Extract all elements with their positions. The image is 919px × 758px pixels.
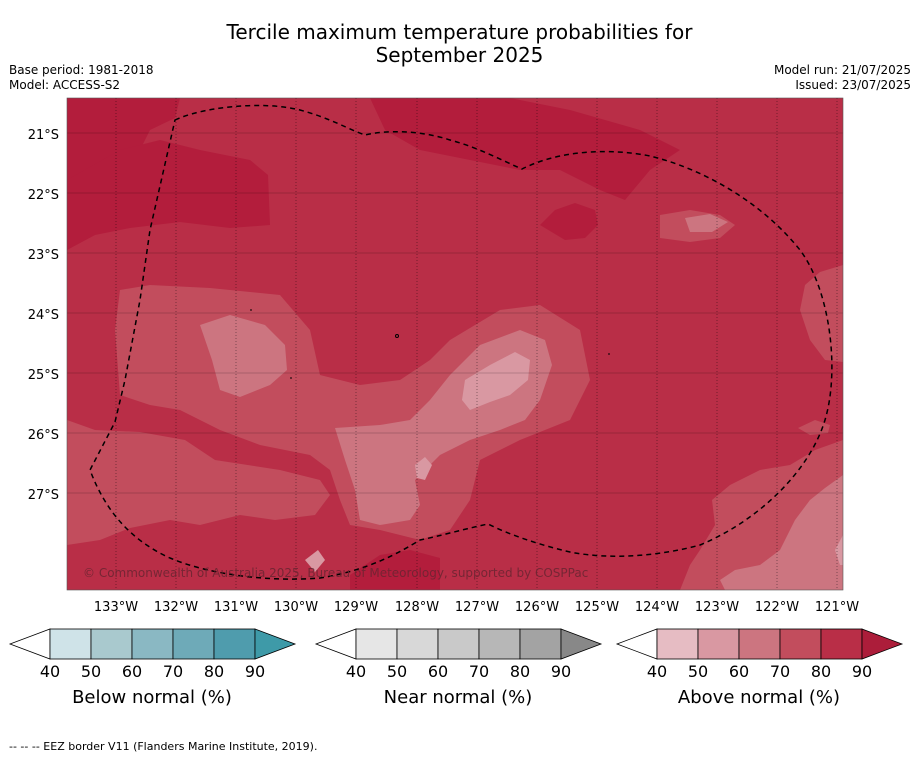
colorbar-segment — [90, 628, 133, 660]
eez-border — [89, 104, 833, 580]
lon-label: 131°W — [214, 600, 258, 615]
region-70-smalleast — [798, 420, 830, 435]
lat-label: 21°S — [28, 128, 59, 143]
region-90-top — [370, 98, 680, 200]
colorbar-segment — [738, 628, 781, 660]
colorbar-near-normal: 40 50 60 70 80 90 — [314, 628, 603, 681]
map-title-line-1: Tercile maximum temperature probabilitie… — [226, 20, 693, 44]
region-90-south — [350, 550, 440, 590]
model-run-text: Model run: 21/07/2025 — [773, 63, 911, 77]
colorbar-below-normal: 40 50 60 70 80 90 — [8, 628, 297, 681]
colorbar-tick-label: 80 — [204, 662, 224, 681]
lat-label: 22°S — [28, 188, 59, 203]
eez-footnote: -- -- -- EEZ border V11 (Flanders Marine… — [9, 740, 318, 753]
map-title-line-2: September 2025 — [375, 43, 544, 67]
colorbar-tick-label: 80 — [811, 662, 831, 681]
colorbar-extend-low — [8, 628, 51, 660]
probability-field: © Commonwealth of Australia 2025, Bureau… — [67, 98, 843, 590]
colorbar-tick-label: 90 — [245, 662, 265, 681]
colorbar-segment — [779, 628, 822, 660]
latitude-labels: 21°S 22°S 23°S 24°S 25°S 26°S 27°S — [28, 128, 59, 503]
region-70-west — [67, 420, 330, 545]
colorbar-extend-low — [615, 628, 658, 660]
lon-label: 128°W — [395, 600, 439, 615]
lon-label: 126°W — [515, 600, 559, 615]
colorbar-extend-high — [254, 628, 297, 660]
longitude-labels: 133°W 132°W 131°W 130°W 129°W 128°W 127°… — [94, 600, 859, 615]
colorbar-tick-label: 90 — [551, 662, 571, 681]
colorbar-segment — [131, 628, 174, 660]
colorbar-segment — [820, 628, 863, 660]
colorbar-title-below: Below normal (%) — [72, 687, 232, 708]
lon-label: 130°W — [274, 600, 318, 615]
colorbar-extend-low — [314, 628, 357, 660]
colorbar-tick-label: 40 — [647, 662, 667, 681]
colorbar-tick-label: 80 — [510, 662, 530, 681]
region-60-southeast — [720, 475, 843, 590]
base-period-text: Base period: 1981-2018 — [9, 63, 154, 77]
lat-label: 24°S — [28, 308, 59, 323]
region-50-south — [305, 550, 325, 572]
colorbar-segment — [396, 628, 439, 660]
graticule — [67, 98, 843, 590]
colorbar-title-above: Above normal (%) — [678, 687, 840, 708]
lon-label: 124°W — [635, 600, 679, 615]
colorbar-tick-label: 40 — [40, 662, 60, 681]
meta-left: Base period: 1981-2018 Model: ACCESS-S2 — [9, 63, 154, 93]
colorbar-extend-high — [861, 628, 904, 660]
lon-label: 123°W — [695, 600, 739, 615]
colorbar-tick-label: 40 — [346, 662, 366, 681]
model-text: Model: ACCESS-S2 — [9, 78, 121, 92]
lon-label: 133°W — [94, 600, 138, 615]
colorbar-tick-label: 70 — [163, 662, 183, 681]
copyright-text: © Commonwealth of Australia 2025, Bureau… — [83, 566, 588, 580]
lon-label: 129°W — [334, 600, 378, 615]
lon-label: 125°W — [575, 600, 619, 615]
colorbar-tick-label: 60 — [729, 662, 749, 681]
colorbar-tick-label: 50 — [688, 662, 708, 681]
colorbar-tick-label: 90 — [852, 662, 872, 681]
meta-right: Model run: 21/07/2025 Issued: 23/07/2025 — [774, 63, 911, 93]
region-90-blob — [540, 203, 598, 240]
lon-label: 122°W — [755, 600, 799, 615]
colorbar-segment — [519, 628, 562, 660]
lat-label: 23°S — [28, 248, 59, 263]
map-frame — [66, 97, 844, 591]
colorbar-segment — [697, 628, 740, 660]
colorbar-segment — [213, 628, 256, 660]
colorbar-tick-label: 50 — [81, 662, 101, 681]
colorbar-tick-label: 60 — [122, 662, 142, 681]
island-markers — [250, 309, 610, 379]
region-50-small — [415, 457, 432, 480]
lat-label: 26°S — [28, 428, 59, 443]
region-90-northwest — [67, 140, 270, 250]
colorbar-segment — [437, 628, 480, 660]
colorbar-segment — [172, 628, 215, 660]
region-70-east — [800, 265, 843, 362]
colorbar-tick-label: 70 — [770, 662, 790, 681]
lon-label: 132°W — [154, 600, 198, 615]
lat-label: 25°S — [28, 368, 59, 383]
colorbar-above-normal: 40 50 60 70 80 90 — [615, 628, 904, 681]
colorbar-segment — [656, 628, 699, 660]
colorbar-segment — [355, 628, 398, 660]
lon-label: 121°W — [815, 600, 859, 615]
lat-label: 27°S — [28, 488, 59, 503]
colorbar-title-near: Near normal (%) — [384, 687, 533, 708]
colorbar-tick-label: 50 — [387, 662, 407, 681]
colorbar-tick-label: 70 — [469, 662, 489, 681]
region-60-west — [200, 315, 287, 397]
colorbar-segment — [49, 628, 92, 660]
colorbar-extend-high — [560, 628, 603, 660]
issued-text: Issued: 23/07/2025 — [795, 78, 911, 92]
colorbar-segment — [478, 628, 521, 660]
region-50-southeast — [835, 535, 843, 565]
colorbar-tick-label: 60 — [428, 662, 448, 681]
region-50-center — [462, 352, 530, 410]
lon-label: 127°W — [455, 600, 499, 615]
